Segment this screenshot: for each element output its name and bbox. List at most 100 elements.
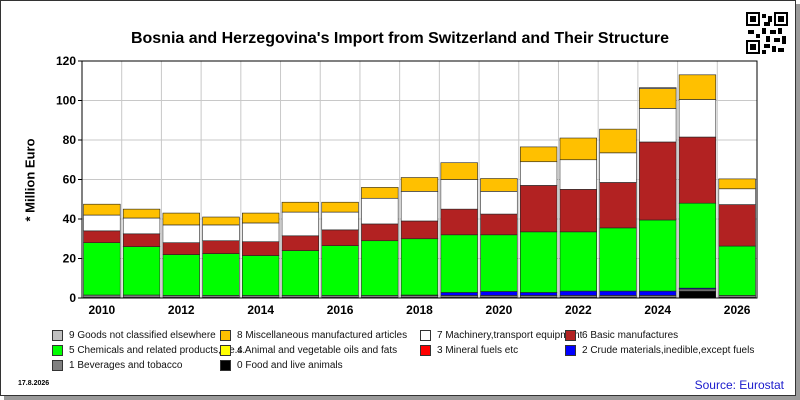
bar-segment xyxy=(361,187,399,199)
bar-segment xyxy=(599,227,637,292)
legend-item: 4 Animal and vegetable oils and fats xyxy=(220,345,397,356)
x-tick-label: 2014 xyxy=(247,303,274,317)
bar-segment xyxy=(202,253,240,296)
legend-item: 7 Machinery,transport equipment xyxy=(420,330,582,341)
legend-item: 5 Chemicals and related products,n.e.s. xyxy=(52,345,245,356)
legend-label: 5 Chemicals and related products,n.e.s. xyxy=(69,345,246,356)
legend-item: 8 Miscellaneous manufactured articles xyxy=(220,330,407,341)
legend-item: 2 Crude materials,inedible,except fuels xyxy=(565,345,754,356)
y-tick-label: 0 xyxy=(69,291,76,305)
x-tick-label: 2012 xyxy=(168,303,195,317)
legend-label: 3 Mineral fuels etc xyxy=(437,345,519,356)
x-tick-label: 2024 xyxy=(644,303,671,317)
bar-segment xyxy=(678,99,717,138)
bar-segment xyxy=(361,240,399,296)
bar-segment xyxy=(83,230,121,244)
bar-segment xyxy=(440,292,478,296)
bar-segment xyxy=(480,178,518,192)
bar-segment xyxy=(678,202,717,289)
bar-segment xyxy=(242,255,280,296)
bar-segment xyxy=(202,216,240,226)
bar-segment xyxy=(718,178,756,190)
bar-segment xyxy=(281,250,320,296)
bar-segment xyxy=(559,231,597,292)
qr-code-icon xyxy=(746,12,788,54)
legend-item: 0 Food and live animals xyxy=(220,360,343,371)
bar-segment xyxy=(321,201,359,213)
bar-segment xyxy=(242,241,280,256)
bar-segment xyxy=(162,254,200,296)
legend-item: 3 Mineral fuels etc xyxy=(420,345,518,356)
bar-segment xyxy=(678,74,717,100)
bar-segment xyxy=(480,234,518,292)
legend-swatch xyxy=(52,345,63,356)
x-tick-label: 2016 xyxy=(327,303,354,317)
stacked-bar-chart: 0 20 40 60 80 100 120 2010 2012 2014 2016 2018 2020 2… xyxy=(56,54,758,317)
legend-item: 1 Beverages and tobacco xyxy=(52,360,182,371)
bar-segment xyxy=(639,141,677,221)
bar-segment xyxy=(639,219,677,292)
legend-swatch xyxy=(52,360,63,371)
y-tick-label: 120 xyxy=(56,54,76,68)
legend-item: 6 Basic manufactures xyxy=(565,330,678,341)
bar-segment xyxy=(519,161,558,186)
bar-segment xyxy=(559,137,597,161)
legend-label: 6 Basic manufactures xyxy=(582,330,679,341)
bar-segment xyxy=(321,245,359,296)
legend-label: 1 Beverages and tobacco xyxy=(69,360,183,371)
x-tick-label: 2020 xyxy=(486,303,513,317)
bar-segment xyxy=(559,189,597,233)
bar-segment xyxy=(400,220,439,240)
bar-segment xyxy=(599,128,637,154)
bar-segment xyxy=(678,290,717,299)
source-note: Source: Eurostat xyxy=(694,378,784,392)
y-tick-label: 60 xyxy=(63,173,77,187)
bar-segment xyxy=(519,185,558,233)
legend-swatch xyxy=(565,345,576,356)
bar-segment xyxy=(202,224,240,242)
bar-segment xyxy=(639,108,677,143)
bar-segment xyxy=(519,292,558,296)
bar-segment xyxy=(599,182,637,229)
x-tick-label: 2022 xyxy=(565,303,592,317)
legend-label: 4 Animal and vegetable oils and fats xyxy=(237,345,398,356)
legend-swatch xyxy=(420,330,431,341)
legend-item: 9 Goods not classified elsewhere xyxy=(52,330,216,341)
y-tick-label: 20 xyxy=(63,252,77,266)
bar-segment xyxy=(83,242,121,296)
legend-swatch xyxy=(565,330,576,341)
bar-segment xyxy=(639,88,677,109)
bar-segment xyxy=(440,234,478,293)
bar-segment xyxy=(281,201,320,213)
bar-segment xyxy=(440,179,478,210)
bar-segment xyxy=(361,197,399,225)
bar-segment xyxy=(678,136,717,204)
legend-swatch xyxy=(420,345,431,356)
bar-segment xyxy=(202,240,240,254)
bar-segment xyxy=(242,212,280,224)
legend-swatch xyxy=(52,330,63,341)
bar-segment xyxy=(122,246,161,296)
legend-label: 9 Goods not classified elsewhere xyxy=(69,330,216,341)
bar-segment xyxy=(400,177,439,192)
chart-title: Bosnia and Herzegovina's Import from Swi… xyxy=(130,30,670,47)
bar-segment xyxy=(718,204,756,247)
bar-segment xyxy=(162,224,200,244)
bar-segment xyxy=(599,290,637,296)
y-tick-label: 80 xyxy=(63,133,77,147)
y-tick-label: 100 xyxy=(56,94,76,108)
legend-swatch xyxy=(220,345,231,356)
bar-segment xyxy=(519,146,558,163)
bar-segment xyxy=(480,213,518,236)
bar-segment xyxy=(480,291,518,296)
bar-segment xyxy=(321,229,359,246)
bar-segment xyxy=(400,191,439,222)
bar-segment xyxy=(361,223,399,242)
bar-segment xyxy=(321,211,359,231)
bar-segment xyxy=(480,191,518,215)
bar-segment xyxy=(639,290,677,296)
bar-segment xyxy=(559,159,597,190)
bar-segment xyxy=(559,290,597,296)
legend-label: 7 Machinery,transport equipment xyxy=(437,330,583,341)
bar-segment xyxy=(83,294,121,298)
